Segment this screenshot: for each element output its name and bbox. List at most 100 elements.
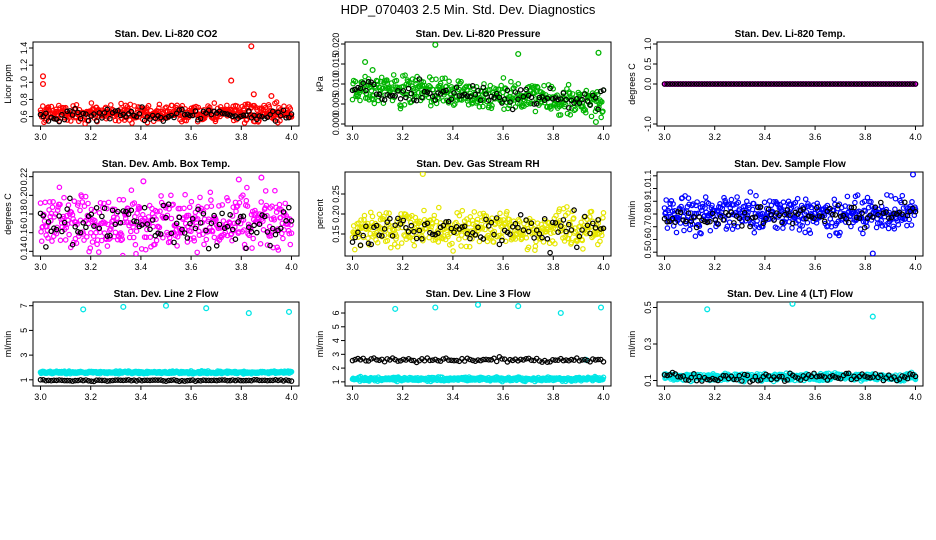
subset-point bbox=[888, 81, 895, 87]
data-point bbox=[774, 225, 780, 232]
data-point bbox=[442, 75, 448, 82]
subset-point bbox=[243, 245, 249, 252]
subset-point bbox=[749, 81, 756, 87]
outlier-point bbox=[515, 303, 522, 310]
data-point bbox=[557, 112, 564, 118]
subset-point bbox=[93, 377, 100, 384]
data-point bbox=[582, 107, 589, 113]
data-point bbox=[104, 205, 110, 212]
outlier-point bbox=[369, 66, 376, 74]
subset-point bbox=[456, 93, 463, 99]
subset-point bbox=[544, 95, 551, 102]
data-point bbox=[465, 102, 472, 108]
data-point bbox=[794, 195, 801, 202]
data-point bbox=[112, 229, 119, 236]
x-tick-label: 4.0 bbox=[597, 262, 610, 272]
subset-point bbox=[808, 81, 815, 87]
data-point bbox=[411, 242, 418, 249]
data-point bbox=[54, 207, 61, 214]
subset-point bbox=[243, 377, 249, 384]
subset-point bbox=[448, 225, 455, 232]
data-point bbox=[761, 199, 768, 206]
subset-point bbox=[859, 81, 865, 87]
subset-point bbox=[136, 377, 143, 383]
data-point bbox=[207, 189, 214, 196]
subset-point bbox=[269, 108, 276, 115]
subset-point bbox=[387, 93, 393, 99]
subset-point bbox=[565, 105, 572, 111]
subset-point bbox=[669, 369, 676, 376]
subset-point bbox=[224, 223, 231, 230]
subset-point bbox=[696, 81, 703, 87]
y-tick-label: 6 bbox=[331, 311, 341, 316]
subset-point bbox=[248, 229, 255, 235]
data-point bbox=[398, 240, 405, 246]
x-tick-label: 3.4 bbox=[759, 262, 772, 272]
data-point bbox=[437, 80, 444, 87]
subset-point bbox=[907, 208, 913, 215]
outlier-point bbox=[162, 302, 170, 309]
data-point bbox=[234, 103, 241, 110]
x-tick-label: 4.0 bbox=[285, 392, 298, 402]
data-point bbox=[112, 117, 119, 124]
data-point bbox=[426, 234, 432, 241]
subset-point bbox=[584, 222, 591, 229]
subset-point bbox=[224, 111, 231, 117]
subset-point bbox=[195, 117, 201, 123]
x-tick-label: 3.6 bbox=[809, 262, 822, 272]
panel-title: Stan. Dev. Li-820 CO2 bbox=[115, 29, 218, 40]
subset-point bbox=[819, 81, 825, 87]
subset-point bbox=[864, 81, 871, 87]
data-point bbox=[571, 230, 578, 236]
subset-point bbox=[93, 205, 100, 211]
y-tick-label: 4 bbox=[331, 338, 341, 343]
data-point bbox=[589, 218, 596, 225]
data-point bbox=[504, 208, 510, 215]
y-tick-label: 0.6 bbox=[643, 233, 653, 246]
points-layer bbox=[349, 172, 607, 256]
data-point bbox=[692, 233, 699, 240]
subset-point bbox=[507, 99, 513, 105]
subset-point bbox=[109, 207, 116, 214]
data-point bbox=[598, 232, 605, 239]
data-point bbox=[249, 245, 255, 251]
data-point bbox=[600, 210, 607, 216]
x-tick-label: 3.6 bbox=[185, 132, 198, 142]
subset-point bbox=[872, 204, 879, 211]
subset-point bbox=[899, 81, 905, 87]
subset-point bbox=[912, 208, 919, 215]
data-point bbox=[365, 76, 372, 82]
subset-point bbox=[715, 81, 721, 87]
subset-point bbox=[72, 377, 79, 384]
subset-point bbox=[795, 211, 801, 217]
subset-point bbox=[384, 92, 391, 98]
subset-point bbox=[219, 110, 225, 116]
subset-point bbox=[69, 241, 76, 248]
data-point bbox=[275, 247, 282, 253]
data-point bbox=[753, 192, 759, 199]
points-layer bbox=[661, 172, 919, 256]
y-tick-label: 0.18 bbox=[19, 205, 29, 223]
subset-point bbox=[64, 377, 71, 384]
data-point bbox=[572, 106, 579, 113]
subset-point bbox=[661, 81, 668, 87]
subset-point bbox=[675, 209, 681, 215]
subset-point bbox=[211, 377, 217, 384]
subset-point bbox=[403, 357, 409, 363]
data-point bbox=[378, 74, 385, 81]
subset-point bbox=[363, 87, 369, 94]
data-point bbox=[158, 193, 164, 199]
subset-point bbox=[160, 118, 167, 124]
subset-point bbox=[384, 356, 391, 362]
subset-point bbox=[413, 235, 420, 242]
subset-point bbox=[208, 111, 215, 118]
data-point bbox=[133, 228, 140, 235]
subset-point bbox=[893, 81, 900, 87]
data-point bbox=[694, 199, 700, 205]
subset-point bbox=[475, 357, 481, 363]
chart-panel: Stan. Dev. Gas Stream RH3.0 3.2 3.4 3.6 3.8 4… bbox=[315, 159, 612, 272]
data-point bbox=[125, 207, 132, 214]
data-point bbox=[402, 72, 408, 79]
subset-point bbox=[448, 96, 455, 103]
subset-point bbox=[173, 377, 180, 384]
